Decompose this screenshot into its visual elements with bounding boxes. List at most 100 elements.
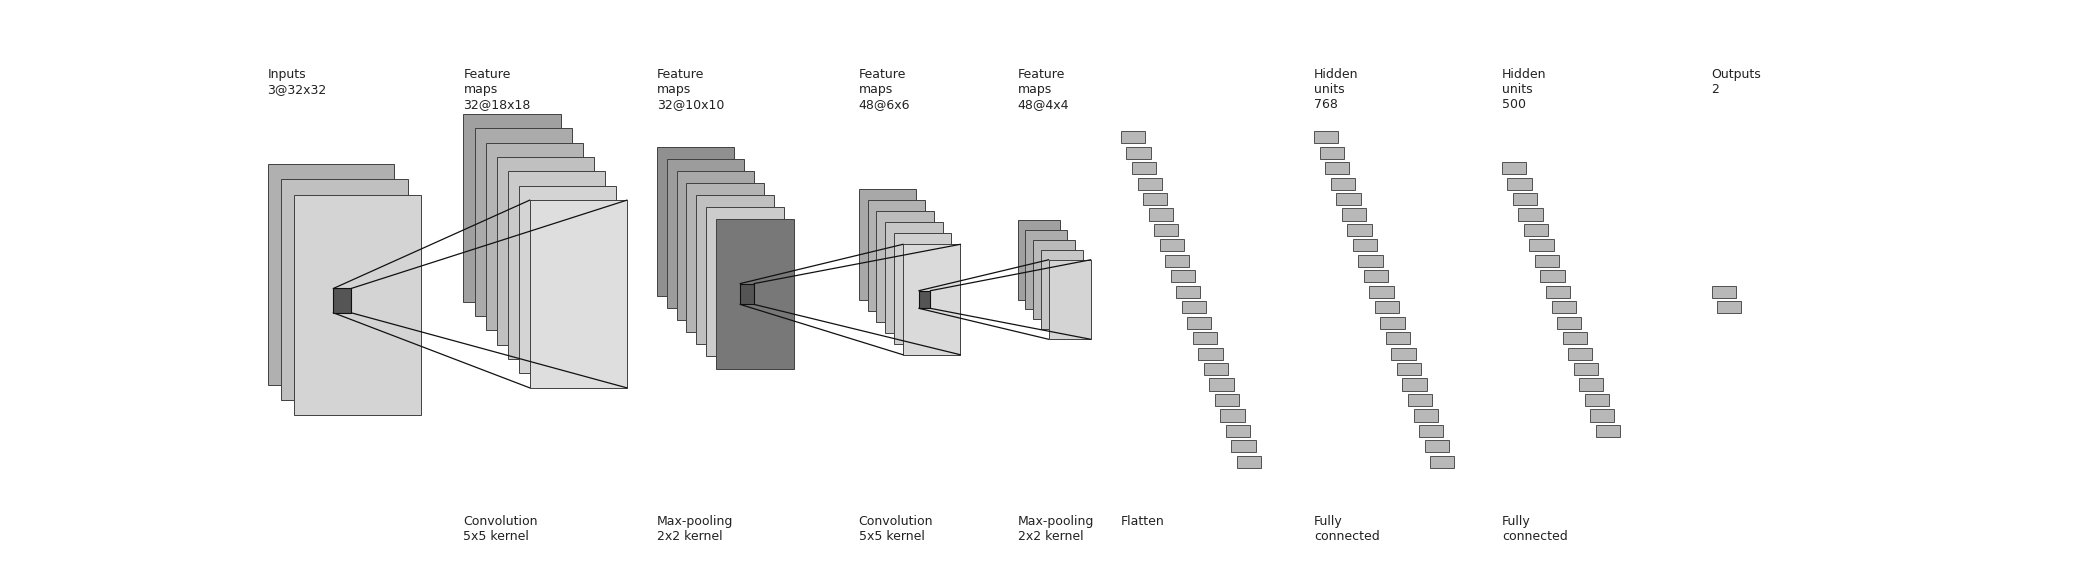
Bar: [919, 290, 929, 308]
Bar: [1530, 239, 1555, 252]
Bar: [1540, 270, 1565, 282]
Bar: [1138, 178, 1161, 190]
Text: Feature
maps
32@18x18: Feature maps 32@18x18: [463, 68, 531, 111]
Bar: [1148, 208, 1173, 220]
Bar: [686, 183, 763, 332]
Bar: [1336, 193, 1361, 205]
Bar: [1171, 270, 1194, 282]
Bar: [1205, 363, 1227, 375]
Bar: [894, 233, 952, 343]
Bar: [1188, 316, 1211, 329]
Bar: [706, 208, 784, 356]
Bar: [1596, 425, 1619, 437]
Bar: [1536, 255, 1559, 267]
Bar: [1142, 193, 1167, 205]
Bar: [508, 172, 604, 359]
Bar: [1557, 316, 1582, 329]
Bar: [1567, 348, 1592, 360]
Bar: [1209, 379, 1234, 390]
Bar: [902, 245, 961, 355]
Bar: [1165, 255, 1190, 267]
Bar: [1717, 301, 1742, 313]
Bar: [1519, 208, 1542, 220]
Text: Convolution
5x5 kernel: Convolution 5x5 kernel: [859, 515, 934, 543]
Text: Feature
maps
32@10x10: Feature maps 32@10x10: [656, 68, 723, 111]
Bar: [696, 195, 773, 344]
Bar: [867, 200, 925, 310]
Bar: [656, 146, 734, 296]
Bar: [677, 171, 754, 320]
Bar: [1342, 208, 1365, 220]
Bar: [1315, 131, 1338, 143]
Text: Feature
maps
48@4x4: Feature maps 48@4x4: [1017, 68, 1069, 111]
Bar: [1419, 425, 1444, 437]
Bar: [1238, 456, 1261, 468]
Bar: [1346, 224, 1371, 236]
Bar: [1590, 409, 1615, 422]
Bar: [1353, 239, 1378, 252]
Bar: [1215, 394, 1240, 406]
Bar: [1175, 286, 1200, 298]
Bar: [1332, 178, 1355, 190]
Text: Inputs
3@32x32: Inputs 3@32x32: [267, 68, 327, 96]
Bar: [267, 163, 394, 385]
Text: Outputs
2: Outputs 2: [1711, 68, 1761, 96]
Text: Hidden
units
768: Hidden units 768: [1315, 68, 1359, 111]
Bar: [519, 186, 617, 373]
Text: Max-pooling
2x2 kernel: Max-pooling 2x2 kernel: [1017, 515, 1094, 543]
Bar: [717, 219, 794, 369]
Bar: [463, 114, 561, 302]
Bar: [1127, 146, 1150, 159]
Bar: [1182, 301, 1207, 313]
Bar: [1380, 316, 1405, 329]
Bar: [667, 159, 744, 308]
Bar: [1017, 220, 1059, 299]
Text: Max-pooling
2x2 kernel: Max-pooling 2x2 kernel: [656, 515, 734, 543]
Bar: [1550, 301, 1576, 313]
Bar: [1403, 379, 1428, 390]
Bar: [886, 222, 942, 333]
Bar: [1040, 250, 1084, 329]
Bar: [1711, 286, 1736, 298]
Text: Flatten: Flatten: [1121, 515, 1165, 528]
Bar: [486, 143, 584, 330]
Bar: [1396, 363, 1421, 375]
Bar: [294, 195, 421, 416]
Bar: [1425, 440, 1448, 452]
Bar: [1580, 379, 1603, 390]
Text: Fully
connected: Fully connected: [1503, 515, 1567, 543]
Bar: [1375, 301, 1398, 313]
Bar: [1225, 425, 1250, 437]
Bar: [1232, 440, 1257, 452]
Bar: [1430, 456, 1455, 468]
Bar: [1025, 230, 1067, 309]
Text: Fully
connected: Fully connected: [1315, 515, 1380, 543]
Bar: [1121, 131, 1146, 143]
Bar: [1584, 394, 1609, 406]
Bar: [281, 179, 408, 400]
Bar: [1319, 146, 1344, 159]
Bar: [1221, 409, 1244, 422]
Text: Convolution
5x5 kernel: Convolution 5x5 kernel: [463, 515, 538, 543]
Bar: [529, 200, 627, 388]
Bar: [475, 128, 571, 316]
Bar: [1132, 162, 1157, 174]
Bar: [1159, 239, 1184, 252]
Bar: [1392, 348, 1415, 360]
Bar: [740, 283, 754, 305]
Bar: [1546, 286, 1569, 298]
Bar: [496, 157, 594, 345]
Bar: [1409, 394, 1432, 406]
Bar: [1325, 162, 1350, 174]
Bar: [1034, 240, 1075, 319]
Bar: [1413, 409, 1438, 422]
Bar: [877, 211, 934, 322]
Bar: [1513, 193, 1538, 205]
Bar: [1369, 286, 1394, 298]
Bar: [1155, 224, 1177, 236]
Text: Feature
maps
48@6x6: Feature maps 48@6x6: [859, 68, 911, 111]
Bar: [1363, 270, 1388, 282]
Bar: [1198, 348, 1223, 360]
Bar: [1573, 363, 1598, 375]
Bar: [1507, 178, 1532, 190]
